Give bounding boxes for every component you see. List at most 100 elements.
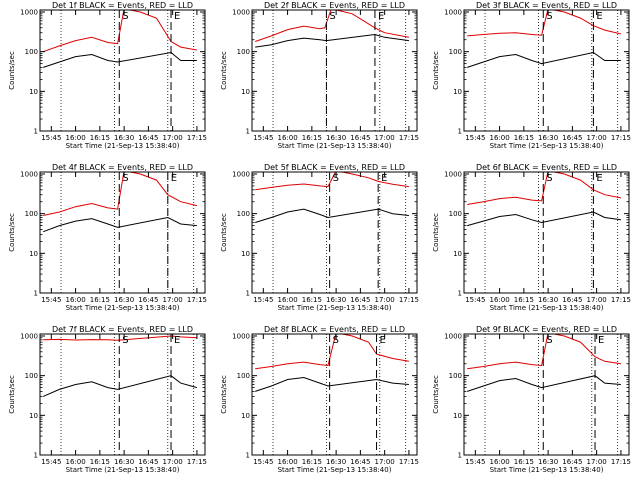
x-tick-label: 15:45 [253,134,273,142]
series-line-events [255,376,409,392]
x-tick-label: 16:15 [302,458,322,466]
x-axis-label: Start Time (21-Sep-13 15:38:40) [278,304,392,312]
x-tick-label: 16:45 [350,458,370,466]
start-marker-label: S [122,173,128,184]
x-tick-label: 16:00 [65,458,85,466]
y-tick-label: 10 [29,88,38,96]
chart-title: Det 5f BLACK = Events, RED = LLD [264,163,405,172]
x-tick-label: 15:45 [253,458,273,466]
y-tick-label: 100 [237,210,250,218]
y-axis-label: Counts/sec [220,213,228,252]
y-tick-label: 1000 [232,8,250,16]
series-line-events [255,208,409,223]
x-axis-label: Start Time (21-Sep-13 15:38:40) [66,304,180,312]
y-tick-label: 1000 [20,332,38,340]
plot-frame [39,9,206,132]
start-marker-label: S [333,173,339,184]
chart-title: Det 9f BLACK = Events, RED = LLD [476,325,617,334]
chart-title: Det 3f BLACK = Events, RED = LLD [476,1,617,10]
y-axis-label: Counts/sec [8,213,16,252]
x-axis-label: Start Time (21-Sep-13 15:38:40) [66,142,180,150]
x-tick-label: 16:15 [90,296,110,304]
series-line-events [255,33,409,48]
x-tick-label: 15:45 [465,296,485,304]
chart-title: Det 1f BLACK = Events, RED = LLD [52,1,193,10]
x-tick-label: 16:15 [514,458,534,466]
y-tick-label: 1000 [232,170,250,178]
y-tick-label: 100 [449,48,462,56]
x-tick-label: 16:30 [326,296,346,304]
y-tick-label: 10 [29,250,38,258]
plot-frame [251,9,418,132]
y-tick-label: 1 [458,290,462,298]
x-tick-label: 17:15 [399,458,419,466]
y-axis-label: Counts/sec [220,51,228,90]
y-tick-label: 1 [458,452,462,460]
x-tick-label: 16:00 [277,296,297,304]
x-tick-label: 15:45 [41,134,61,142]
plot-frame [463,171,630,294]
plot-frame [463,9,630,132]
x-tick-label: 15:45 [465,134,485,142]
x-tick-label: 17:15 [187,458,207,466]
x-axis-label: Start Time (21-Sep-13 15:38:40) [278,466,392,474]
y-tick-label: 10 [29,412,38,420]
x-tick-label: 17:15 [611,458,631,466]
series-line-lld [43,172,198,216]
plot-frame [463,333,630,456]
x-tick-label: 16:45 [562,458,582,466]
series-line-lld [255,10,409,42]
y-tick-label: 10 [453,88,462,96]
x-tick-label: 17:15 [187,296,207,304]
y-tick-label: 1 [34,290,38,298]
end-marker-label: E [378,11,384,22]
y-axis-label: Counts/sec [432,375,440,414]
x-axis-label: Start Time (21-Sep-13 15:38:40) [490,142,604,150]
y-axis-label: Counts/sec [8,375,16,414]
x-tick-label: 17:00 [163,134,183,142]
y-tick-label: 1 [458,128,462,136]
x-tick-label: 16:45 [562,296,582,304]
x-tick-label: 16:30 [114,134,134,142]
series-line-events [467,211,621,227]
series-line-lld [43,335,197,341]
x-tick-label: 16:30 [326,458,346,466]
y-tick-label: 10 [453,250,462,258]
chart-title: Det 2f BLACK = Events, RED = LLD [264,1,405,10]
x-tick-label: 17:00 [163,296,183,304]
y-tick-label: 1 [246,452,250,460]
plot-frame [39,333,206,456]
x-tick-label: 17:00 [587,134,607,142]
start-marker-label: S [546,335,552,346]
y-tick-label: 100 [25,48,38,56]
x-tick-label: 16:15 [302,296,322,304]
y-axis-label: Counts/sec [220,375,228,414]
x-tick-label: 17:00 [587,296,607,304]
x-tick-label: 16:30 [538,296,558,304]
x-tick-label: 15:45 [253,296,273,304]
x-tick-label: 16:00 [277,134,297,142]
series-line-lld [43,10,197,53]
y-tick-label: 10 [241,250,250,258]
series-line-events [43,375,198,397]
y-tick-label: 10 [241,88,250,96]
series-line-lld [467,10,622,37]
end-marker-label: E [174,11,180,22]
series-line-events [43,51,197,68]
x-tick-label: 17:15 [399,134,419,142]
x-tick-label: 16:45 [562,134,582,142]
x-tick-label: 16:15 [514,134,534,142]
x-tick-label: 16:45 [138,458,158,466]
series-line-lld [255,172,409,191]
plot-frame [39,171,206,294]
x-tick-label: 16:00 [65,296,85,304]
x-tick-label: 16:30 [114,458,134,466]
x-tick-label: 17:15 [399,296,419,304]
